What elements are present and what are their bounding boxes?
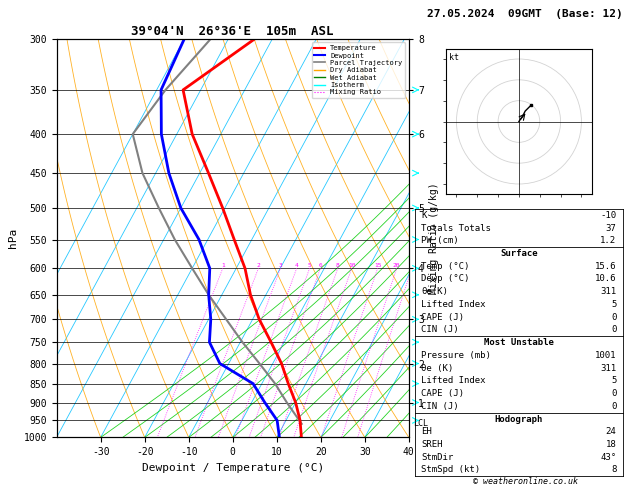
Text: Lifted Index: Lifted Index: [421, 300, 486, 309]
Text: 1001: 1001: [595, 351, 616, 360]
Text: 2: 2: [257, 263, 260, 268]
Text: Hodograph: Hodograph: [495, 415, 543, 423]
Text: kt: kt: [449, 53, 459, 62]
Text: 5: 5: [611, 376, 616, 385]
Text: θe(K): θe(K): [421, 287, 448, 296]
Text: Dewp (°C): Dewp (°C): [421, 275, 470, 283]
Y-axis label: Mixing Ratio (g/kg): Mixing Ratio (g/kg): [430, 182, 439, 294]
Y-axis label: hPa: hPa: [8, 228, 18, 248]
Title: 39°04'N  26°36'E  105m  ASL: 39°04'N 26°36'E 105m ASL: [131, 25, 334, 38]
Text: CIN (J): CIN (J): [421, 402, 459, 411]
Text: 311: 311: [600, 287, 616, 296]
Text: 5: 5: [611, 300, 616, 309]
Text: 0: 0: [611, 402, 616, 411]
Text: PW (cm): PW (cm): [421, 236, 459, 245]
Text: SREH: SREH: [421, 440, 443, 449]
Text: Lifted Index: Lifted Index: [421, 376, 486, 385]
Text: 15.6: 15.6: [595, 262, 616, 271]
Text: 18: 18: [606, 440, 616, 449]
Text: 1.2: 1.2: [600, 236, 616, 245]
Text: EH: EH: [421, 427, 432, 436]
Text: CAPE (J): CAPE (J): [421, 312, 464, 322]
Text: 1: 1: [221, 263, 225, 268]
Text: 24: 24: [606, 427, 616, 436]
Text: CAPE (J): CAPE (J): [421, 389, 464, 398]
Text: 15: 15: [374, 263, 381, 268]
Text: CIN (J): CIN (J): [421, 326, 459, 334]
X-axis label: Dewpoint / Temperature (°C): Dewpoint / Temperature (°C): [142, 463, 324, 473]
Text: 20: 20: [393, 263, 401, 268]
Text: 8: 8: [611, 466, 616, 474]
Text: © weatheronline.co.uk: © weatheronline.co.uk: [473, 477, 577, 486]
Text: 0: 0: [611, 312, 616, 322]
Text: 8: 8: [336, 263, 340, 268]
Text: LCL: LCL: [413, 419, 428, 428]
Text: 3: 3: [279, 263, 282, 268]
Text: 5: 5: [308, 263, 311, 268]
Text: StmDir: StmDir: [421, 452, 454, 462]
Text: 4: 4: [295, 263, 299, 268]
Text: θe (K): θe (K): [421, 364, 454, 373]
Legend: Temperature, Dewpoint, Parcel Trajectory, Dry Adiabat, Wet Adiabat, Isotherm, Mi: Temperature, Dewpoint, Parcel Trajectory…: [311, 42, 405, 98]
Text: 6: 6: [318, 263, 322, 268]
Text: StmSpd (kt): StmSpd (kt): [421, 466, 481, 474]
Text: 0: 0: [611, 389, 616, 398]
Text: 43°: 43°: [600, 452, 616, 462]
Text: 0: 0: [611, 326, 616, 334]
Text: 10: 10: [348, 263, 355, 268]
Text: K: K: [421, 211, 426, 220]
Text: 311: 311: [600, 364, 616, 373]
Text: Pressure (mb): Pressure (mb): [421, 351, 491, 360]
Text: 10.6: 10.6: [595, 275, 616, 283]
Text: Temp (°C): Temp (°C): [421, 262, 470, 271]
Text: Totals Totals: Totals Totals: [421, 224, 491, 233]
Text: Surface: Surface: [500, 249, 538, 258]
Text: 27.05.2024  09GMT  (Base: 12): 27.05.2024 09GMT (Base: 12): [427, 9, 623, 19]
Text: 37: 37: [606, 224, 616, 233]
Text: Most Unstable: Most Unstable: [484, 338, 554, 347]
Text: -10: -10: [600, 211, 616, 220]
